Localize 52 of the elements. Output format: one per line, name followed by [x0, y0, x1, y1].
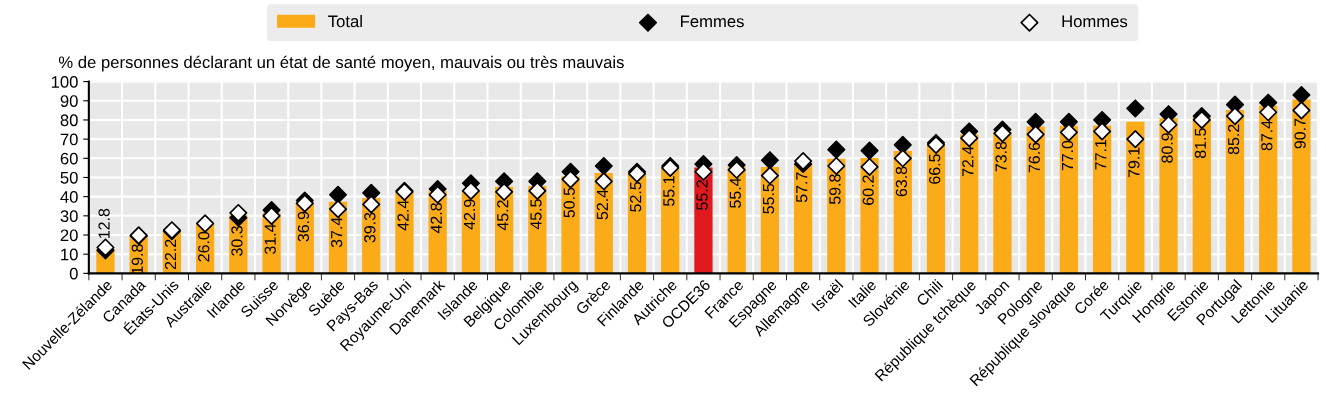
- data-label: 26.0: [198, 231, 210, 262]
- data-label: 60.2: [862, 175, 874, 205]
- y-tick-label: 30: [60, 210, 78, 223]
- data-label: 87.4: [1261, 120, 1273, 151]
- data-label: 22.2: [164, 239, 177, 270]
- data-label: 85.2: [1227, 124, 1240, 155]
- data-label: 52.4: [596, 189, 609, 220]
- legend-label: Femmes: [681, 15, 744, 28]
- legend-label: Total: [328, 15, 362, 28]
- data-label: 52.5: [629, 181, 642, 212]
- data-label: 45.2: [497, 200, 509, 231]
- data-label: 36.9: [297, 211, 310, 242]
- data-label: 31.4: [264, 223, 276, 254]
- y-tick-label: 100: [51, 76, 78, 88]
- data-label: 50.5: [563, 187, 575, 218]
- data-label: 72.4: [962, 146, 974, 177]
- y-tick-label: 70: [60, 133, 78, 146]
- y-tick-label: 10: [61, 248, 78, 261]
- data-label: 42.8: [430, 203, 442, 234]
- data-label: 80.9: [1161, 133, 1173, 163]
- data-label: 73.8: [995, 141, 1007, 172]
- y-tick-label: 80: [60, 114, 78, 127]
- data-label: 59.8: [829, 174, 841, 205]
- legend-label: Hommes: [1062, 15, 1128, 28]
- data-label: 30.3: [231, 226, 243, 256]
- y-tick-label: 40: [60, 191, 78, 203]
- data-label: 90.7: [1294, 118, 1306, 149]
- y-tick-label: 0: [69, 267, 78, 280]
- data-label: 63.8: [895, 166, 908, 197]
- data-label: 57.7: [796, 172, 808, 203]
- data-label: 55.4: [729, 177, 741, 208]
- data-label: 79.1: [1128, 147, 1140, 178]
- data-label: 55.5: [763, 183, 775, 214]
- y-tick-label: 50: [60, 171, 78, 184]
- data-label: 12.8: [98, 208, 110, 239]
- data-label: 55.1: [663, 176, 675, 207]
- data-label: 19.8: [131, 244, 143, 274]
- y-tick-label: 90: [60, 95, 78, 107]
- data-label: 37.4: [330, 217, 343, 248]
- data-label: 42.4: [397, 200, 409, 231]
- data-label: 45.5: [530, 199, 542, 230]
- data-label: 42.9: [463, 199, 476, 230]
- y-axis-title: % de personnes déclarant un état de santé moyen, mauvais ou très mauvais: [58, 55, 624, 72]
- y-tick-label: 60: [60, 152, 78, 165]
- data-label: 77.0: [1061, 140, 1074, 171]
- data-label: 76.6: [1028, 142, 1040, 173]
- data-label: 77.1: [1095, 139, 1107, 170]
- data-label: 55.2: [696, 180, 708, 210]
- y-tick-label: 20: [60, 229, 78, 242]
- data-label: 39.3: [364, 212, 376, 243]
- data-label: 66.5: [928, 154, 941, 184]
- data-label: 81.5: [1194, 128, 1207, 159]
